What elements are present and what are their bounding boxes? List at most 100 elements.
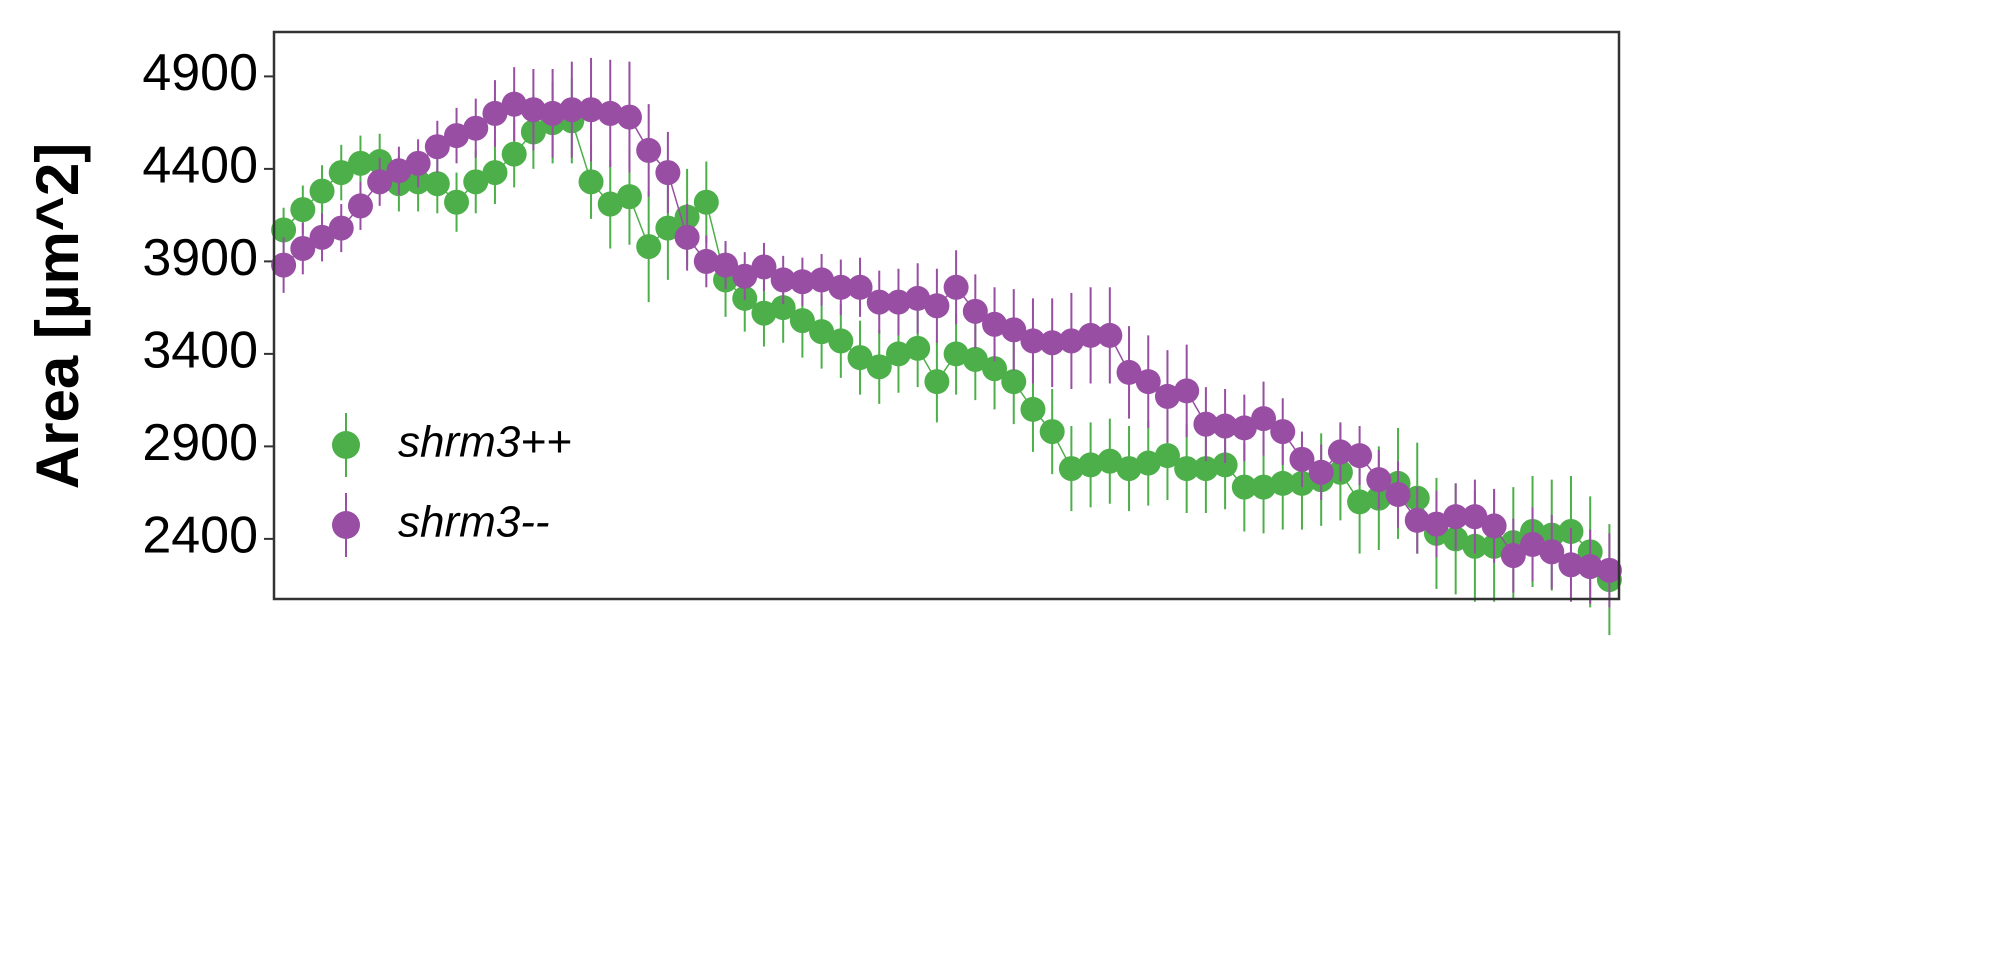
y-tick-label: 4400 (142, 137, 258, 195)
point (444, 123, 470, 149)
point (924, 293, 950, 319)
point (674, 224, 700, 250)
point (962, 346, 988, 372)
point (789, 308, 815, 334)
point (559, 97, 585, 123)
point (962, 298, 988, 324)
point (1001, 317, 1027, 343)
point (1116, 359, 1142, 385)
point (1020, 328, 1046, 354)
point (1385, 481, 1411, 507)
y-tick-label: 3400 (142, 322, 258, 380)
point (463, 169, 489, 195)
y-tick-label: 4900 (142, 44, 258, 102)
point (1154, 383, 1180, 409)
point (309, 224, 335, 250)
point (1231, 474, 1257, 500)
point (1520, 531, 1546, 557)
point (655, 215, 681, 241)
point (1347, 443, 1373, 469)
point (1020, 396, 1046, 422)
point (367, 169, 393, 195)
point (597, 100, 623, 126)
point (578, 97, 604, 123)
point (828, 328, 854, 354)
point (1366, 467, 1392, 493)
y-tick-label: 2400 (142, 507, 258, 565)
point (1058, 328, 1084, 354)
point (424, 171, 450, 197)
point (1462, 504, 1488, 530)
point (828, 274, 854, 300)
point (1404, 507, 1430, 533)
point (943, 341, 969, 367)
point (501, 91, 527, 117)
point (290, 197, 316, 223)
point (693, 248, 719, 274)
point (424, 134, 450, 160)
point (751, 254, 777, 280)
point (328, 215, 354, 241)
point (1270, 419, 1296, 445)
point (463, 115, 489, 141)
point (482, 160, 508, 186)
point (1327, 439, 1353, 465)
legend-label: shrm3++ (398, 418, 572, 467)
point (809, 267, 835, 293)
point (924, 369, 950, 395)
point (1078, 322, 1104, 348)
point (1539, 539, 1565, 565)
point (885, 289, 911, 315)
point (1481, 513, 1507, 539)
point (636, 137, 662, 163)
y-axis-label: Area [µm^2] (24, 143, 91, 489)
point (789, 269, 815, 295)
point (540, 100, 566, 126)
legend-label: shrm3-- (398, 498, 550, 547)
point (1174, 378, 1200, 404)
y-tick-label: 2900 (142, 414, 258, 472)
point (616, 104, 642, 130)
point (1251, 474, 1277, 500)
point (1212, 452, 1238, 478)
point (809, 319, 835, 345)
point (1193, 411, 1219, 437)
point (847, 345, 873, 371)
point (1154, 443, 1180, 469)
point (1193, 456, 1219, 482)
point (943, 274, 969, 300)
point (732, 263, 758, 289)
point (751, 300, 777, 326)
point (444, 189, 470, 215)
point (501, 141, 527, 167)
point (271, 217, 297, 243)
point (693, 189, 719, 215)
point (1078, 452, 1104, 478)
point (866, 289, 892, 315)
point (405, 150, 431, 176)
point (1097, 322, 1123, 348)
point (1039, 330, 1065, 356)
point (1135, 369, 1161, 395)
point (347, 193, 373, 219)
point (271, 252, 297, 278)
point (770, 295, 796, 321)
point (1500, 543, 1526, 569)
point (1231, 415, 1257, 441)
point (1289, 446, 1315, 472)
point (616, 184, 642, 210)
point (1097, 448, 1123, 474)
point (1058, 456, 1084, 482)
point (905, 285, 931, 311)
point (482, 100, 508, 126)
point (1174, 456, 1200, 482)
point (347, 150, 373, 176)
point (1423, 511, 1449, 537)
point (597, 191, 623, 217)
point (1308, 459, 1334, 485)
point (309, 178, 335, 204)
point (290, 235, 316, 261)
point (770, 267, 796, 293)
point (1443, 504, 1469, 530)
